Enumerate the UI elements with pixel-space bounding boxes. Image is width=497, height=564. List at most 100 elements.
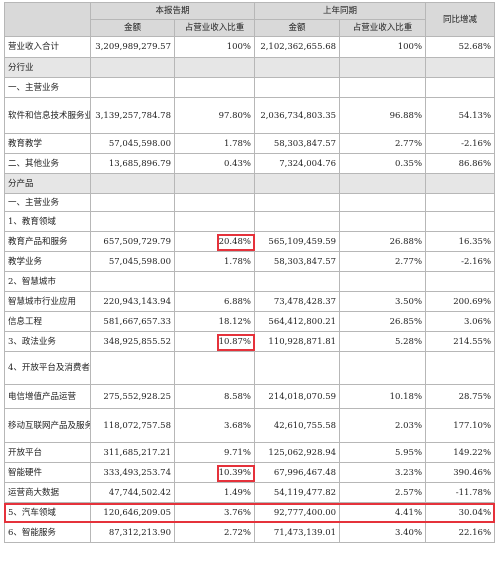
yoy-change: 30.04% [425, 502, 496, 523]
row-label: 二、其他业务 [4, 153, 91, 174]
current-amount: 57,045,598.00 [90, 133, 175, 154]
row-label: 智慧城市行业应用 [4, 291, 91, 312]
header-prior-share: 占营业收入比重 [339, 19, 427, 37]
table-row: 信息工程 581,667,657.33 18.12% 564,412,800.21 26… [4, 311, 496, 332]
empty-cell [90, 351, 175, 385]
prior-amount: 58,303,847.57 [254, 251, 341, 272]
prior-share: 3.40% [339, 522, 427, 543]
row-label: 4、开放平台及消费者业务 [4, 351, 91, 385]
row-label: 开放平台 [4, 442, 91, 463]
empty-cell [425, 173, 496, 194]
empty-cell [254, 57, 341, 78]
prior-share: 100% [339, 36, 427, 58]
row-label: 电信增值产品运营 [4, 384, 91, 409]
current-share: 10.39% [173, 462, 256, 483]
row-label: 5、汽车领域 [4, 502, 91, 523]
prior-share: 2.57% [339, 482, 427, 503]
table-row: 开放平台 311,685,217.21 9.71% 125,062,928.94 5.9… [4, 442, 496, 463]
prior-amount: 564,412,800.21 [254, 311, 341, 332]
empty-cell [425, 77, 496, 98]
category-row: 一、主营业务 [4, 193, 496, 212]
current-amount: 13,685,896.79 [90, 153, 175, 174]
empty-cell [173, 271, 256, 292]
empty-cell [90, 193, 175, 212]
current-share: 1.78% [173, 133, 256, 154]
current-share: 3.76% [173, 502, 256, 523]
empty-cell [173, 193, 256, 212]
yoy-change: -2.16% [425, 251, 496, 272]
prior-amount: 2,102,362,655.68 [254, 36, 341, 58]
empty-cell [425, 193, 496, 212]
category-row: 2、智慧城市 [4, 271, 496, 292]
current-amount: 120,646,209.05 [90, 502, 175, 523]
current-amount: 275,552,928.25 [90, 384, 175, 409]
yoy-change: 390.46% [425, 462, 496, 483]
current-share: 6.88% [173, 291, 256, 312]
table-row: 5、汽车领域 120,646,209.05 3.76% 92,777,400.00 4.… [4, 502, 496, 523]
yoy-change: 149.22% [425, 442, 496, 463]
yoy-change: 200.69% [425, 291, 496, 312]
row-label: 教育教学 [4, 133, 91, 154]
prior-share: 2.77% [339, 133, 427, 154]
table-row: 二、其他业务 13,685,896.79 0.43% 7,324,004.76 0.35… [4, 153, 496, 174]
empty-cell [173, 211, 256, 232]
current-amount: 47,744,502.42 [90, 482, 175, 503]
yoy-change: 52.68% [425, 36, 496, 58]
prior-amount: 565,109,459.59 [254, 231, 341, 252]
table-row: 电信增值产品运营 275,552,928.25 8.58% 214,018,070.5… [4, 384, 496, 409]
category-row: 1、教育领域 [4, 211, 496, 232]
table-row: 运营商大数据 47,744,502.42 1.49% 54,119,477.82 2.5… [4, 482, 496, 503]
current-share: 1.78% [173, 251, 256, 272]
current-share: 1.49% [173, 482, 256, 503]
current-share: 18.12% [173, 311, 256, 332]
yoy-change: -11.78% [425, 482, 496, 503]
empty-cell [173, 173, 256, 194]
empty-cell [173, 351, 256, 385]
row-label: 智能硬件 [4, 462, 91, 483]
yoy-change: 22.16% [425, 522, 496, 543]
row-label: 分行业 [4, 57, 91, 78]
empty-cell [173, 57, 256, 78]
prior-amount: 73,478,428.37 [254, 291, 341, 312]
current-amount: 3,139,257,784.78 [90, 97, 175, 134]
empty-cell [254, 173, 341, 194]
current-share: 3.68% [173, 408, 256, 443]
header-current-share: 占营业收入比重 [173, 19, 256, 37]
prior-share: 5.28% [339, 331, 427, 352]
prior-share: 5.95% [339, 442, 427, 463]
current-amount: 3,209,989,279.57 [90, 36, 175, 58]
empty-cell [90, 77, 175, 98]
header-current-amount: 金额 [90, 19, 175, 37]
prior-amount: 92,777,400.00 [254, 502, 341, 523]
header-current-period: 本报告期 [89, 2, 256, 20]
current-share: 9.71% [173, 442, 256, 463]
empty-cell [90, 271, 175, 292]
row-label: 移动互联网产品及服务 [4, 408, 91, 443]
row-label: 一、主营业务 [4, 193, 91, 212]
empty-cell [254, 211, 341, 232]
empty-cell [425, 57, 496, 78]
prior-share: 2.03% [339, 408, 427, 443]
yoy-change: 3.06% [425, 311, 496, 332]
yoy-change: 214.55% [425, 331, 496, 352]
row-label: 信息工程 [4, 311, 91, 332]
yoy-change: 86.86% [425, 153, 496, 174]
row-label: 1、教育领域 [4, 211, 91, 232]
row-label: 2、智慧城市 [4, 271, 91, 292]
current-share: 100% [173, 36, 256, 58]
prior-share: 10.18% [339, 384, 427, 409]
header-prior-period: 上年同期 [254, 2, 427, 20]
revenue-breakdown-table: 本报告期 上年同期 同比增减 金额 占营业收入比重 金额 占营业收入比重 营业收… [4, 2, 496, 543]
yoy-change: 16.35% [425, 231, 496, 252]
yoy-change: 54.13% [425, 97, 496, 134]
prior-share: 96.88% [339, 97, 427, 134]
row-label: 3、政法业务 [4, 331, 91, 352]
empty-cell [425, 211, 496, 232]
prior-amount: 7,324,004.76 [254, 153, 341, 174]
table-row: 营业收入合计 3,209,989,279.57 100% 2,102,362,655.… [4, 36, 496, 58]
table-body: 营业收入合计 3,209,989,279.57 100% 2,102,362,655.… [4, 36, 496, 543]
row-label: 营业收入合计 [4, 36, 91, 58]
prior-amount: 110,928,871.81 [254, 331, 341, 352]
empty-cell [425, 271, 496, 292]
row-label: 分产品 [4, 173, 91, 194]
